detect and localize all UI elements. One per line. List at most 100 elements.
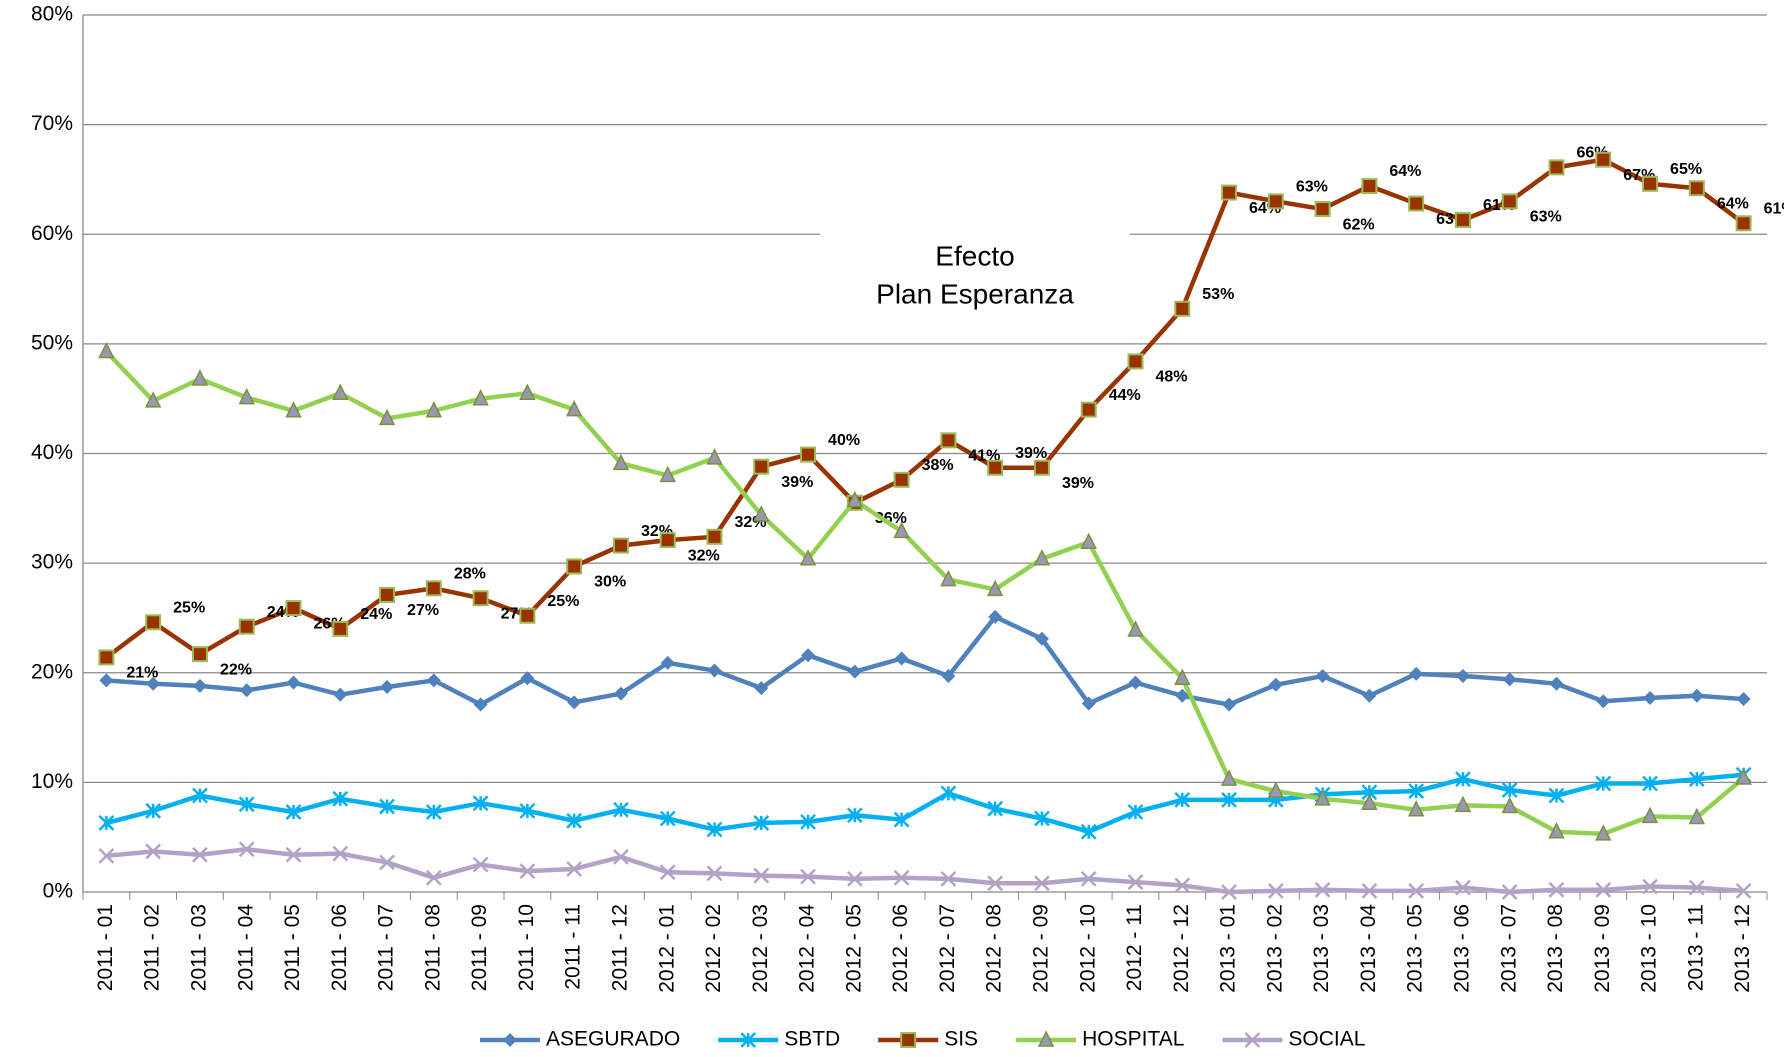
marker	[1033, 459, 1050, 476]
value-label: 36%	[875, 510, 907, 527]
marker	[706, 821, 723, 838]
x-tick-label: 2012 - 01	[655, 904, 678, 993]
marker	[1688, 180, 1705, 197]
marker	[98, 649, 115, 666]
marker	[1080, 401, 1097, 418]
y-tick-label: 20%	[31, 660, 73, 683]
marker	[519, 863, 536, 880]
marker	[893, 811, 910, 828]
marker	[566, 812, 583, 829]
marker	[706, 528, 723, 545]
x-tick-label: 2012 - 05	[842, 904, 865, 993]
value-label: 39%	[1015, 445, 1047, 462]
value-label: 39%	[781, 474, 813, 491]
marker	[1080, 532, 1097, 550]
marker	[940, 870, 957, 887]
x-tick-label: 2013 - 04	[1357, 904, 1380, 993]
marker	[800, 446, 817, 463]
marker	[1502, 672, 1517, 687]
y-tick-label: 40%	[31, 441, 73, 464]
y-tick-label: 10%	[31, 770, 73, 793]
x-tick-label: 2011 - 09	[468, 904, 491, 991]
marker	[753, 815, 770, 831]
x-tick-label: 2013 - 12	[1731, 904, 1754, 993]
marker	[379, 798, 395, 815]
marker	[1689, 688, 1704, 703]
marker	[1174, 668, 1191, 685]
marker	[894, 651, 909, 666]
marker	[1455, 879, 1471, 896]
marker	[1595, 824, 1612, 841]
marker	[1127, 804, 1144, 820]
legend-marker	[740, 1032, 757, 1048]
x-tick-label: 2011 - 03	[187, 904, 210, 991]
marker	[846, 490, 864, 508]
marker	[659, 810, 676, 827]
value-label: 21%	[126, 665, 158, 682]
marker	[659, 532, 676, 549]
marker	[1174, 792, 1191, 808]
annotation-bg	[820, 228, 1130, 323]
marker	[1080, 823, 1097, 840]
marker	[286, 675, 301, 690]
value-label: 32%	[688, 547, 720, 564]
value-label: 40%	[828, 432, 860, 449]
series: 21%25%22%24%26%24% 27%28%27%25%30%32%32%3…	[98, 145, 1784, 682]
y-tick-label: 50%	[31, 331, 73, 354]
marker	[1501, 193, 1518, 210]
x-tick-label: 2012 - 09	[1029, 904, 1052, 993]
marker	[1314, 789, 1331, 806]
legend-marker	[1244, 1032, 1261, 1048]
marker	[472, 856, 489, 873]
x-tick-label: 2011 - 04	[234, 904, 257, 991]
marker	[1314, 201, 1331, 218]
marker	[1548, 822, 1565, 839]
marker	[940, 569, 957, 587]
marker	[1222, 697, 1237, 712]
marker	[285, 846, 302, 863]
marker	[520, 671, 535, 686]
marker	[1548, 881, 1565, 898]
marker	[1127, 353, 1144, 370]
marker	[425, 401, 443, 418]
legend-label: HOSPITAL	[1082, 1028, 1184, 1051]
series-line	[106, 614, 1744, 707]
value-label: 63%	[1296, 179, 1328, 196]
value-label: 39%	[1062, 475, 1094, 492]
marker	[565, 399, 583, 417]
marker	[425, 580, 442, 597]
marker	[1735, 883, 1752, 899]
marker	[1361, 793, 1378, 810]
legend-marker	[1037, 1030, 1055, 1047]
marker	[145, 843, 162, 860]
y-tick-label: 0%	[43, 880, 73, 903]
legend-label: ASEGURADO	[546, 1028, 680, 1051]
x-tick-label: 2012 - 08	[983, 904, 1006, 993]
marker	[1501, 884, 1518, 900]
marker	[799, 549, 817, 566]
marker	[519, 802, 536, 819]
marker	[846, 807, 863, 824]
marker	[379, 854, 395, 871]
marker	[613, 686, 628, 701]
marker	[425, 869, 442, 886]
x-tick-label: 2013 - 10	[1638, 904, 1661, 993]
marker	[1455, 669, 1470, 684]
x-tick-label: 2011 - 07	[375, 904, 398, 991]
marker	[800, 868, 816, 885]
marker	[379, 586, 396, 603]
marker	[1596, 694, 1611, 709]
marker	[613, 849, 629, 865]
marker	[99, 673, 114, 688]
value-label: 44%	[1109, 387, 1141, 404]
marker	[1267, 883, 1284, 899]
marker	[1080, 870, 1097, 887]
value-label: 38%	[922, 457, 954, 474]
x-tick-label: 2013 - 01	[1217, 904, 1240, 993]
marker	[707, 663, 722, 678]
marker	[893, 521, 910, 539]
marker	[893, 869, 910, 886]
legend: ASEGURADO SBTD SIS HOSPITAL SOCIAL	[480, 1028, 1365, 1051]
marker	[1267, 781, 1285, 798]
